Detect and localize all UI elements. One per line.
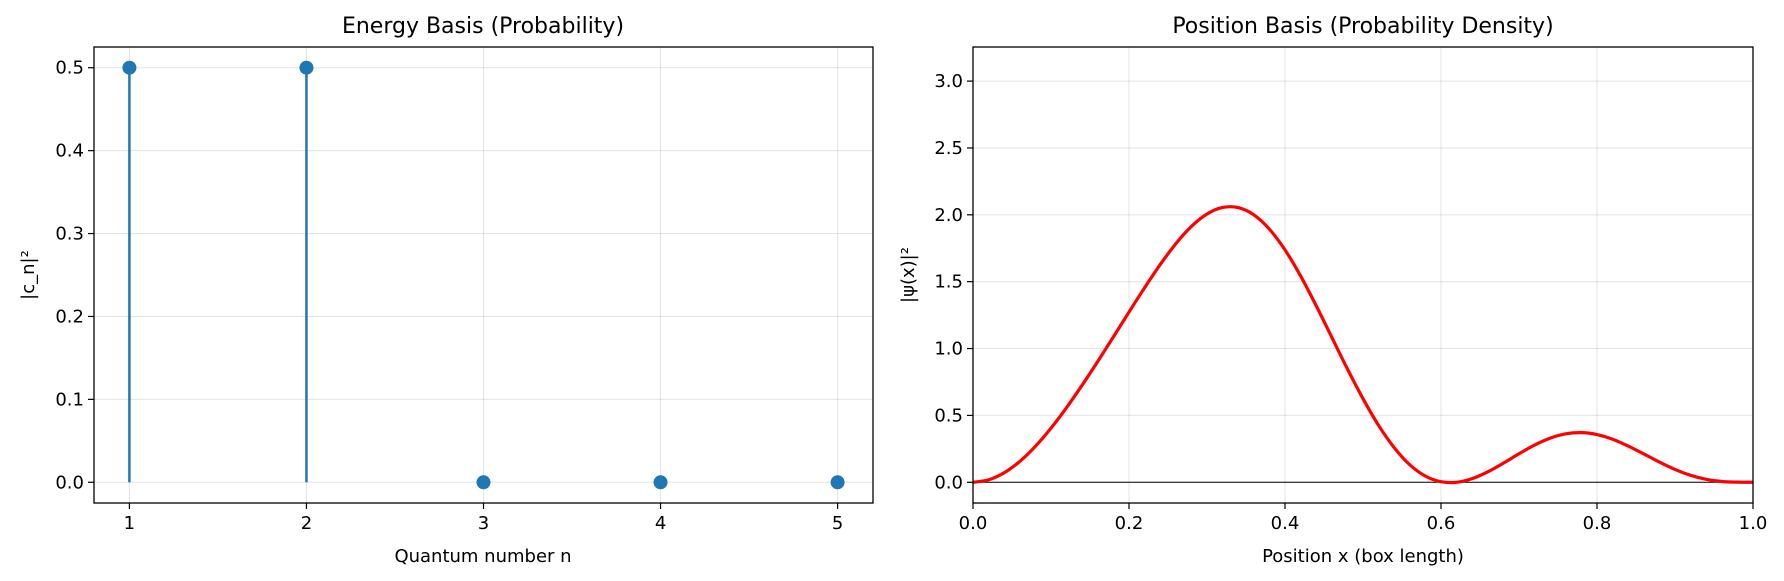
x-tick-label: 5 [832, 513, 843, 534]
y-tick-label: 0.0 [934, 472, 963, 493]
energy-grid [94, 47, 873, 503]
x-tick-label: 0.4 [1271, 513, 1300, 534]
position-ticks: 0.0 0.2 0.4 0.6 0.8 1.0 0.0 0.5 1.0 1.5 2.0 2.5 3.0 [934, 71, 1767, 534]
y-tick-label: 3.0 [934, 71, 963, 92]
x-tick-label: 0.8 [1583, 513, 1612, 534]
y-tick-label: 0.0 [55, 472, 84, 493]
y-tick-label: 0.5 [934, 405, 963, 426]
x-tick-label: 1.0 [1739, 513, 1768, 534]
energy-stem-marks [122, 60, 845, 490]
y-tick-label: 0.4 [55, 141, 84, 162]
y-tick-label: 0.1 [55, 389, 84, 410]
position-y-axis-label: |ψ(x)|² [898, 247, 919, 303]
energy-x-axis-label: Quantum number n [394, 546, 571, 567]
position-x-axis-label: Position x (box length) [1262, 546, 1464, 567]
energy-y-axis-label: |c_n|² [18, 250, 39, 300]
stem-marker-n2 [299, 60, 314, 75]
x-tick-label: 1 [124, 513, 135, 534]
x-tick-label: 0.2 [1115, 513, 1144, 534]
position-curve-marks [972, 205, 1754, 485]
y-tick-label: 0.3 [55, 224, 84, 245]
position-chart-title: Position Basis (Probability Density) [1172, 14, 1553, 39]
density-curve [972, 205, 1754, 485]
x-tick-label: 3 [478, 513, 489, 534]
y-tick-label: 1.5 [934, 272, 963, 293]
x-tick-label: 2 [301, 513, 312, 534]
stem-marker-n4 [653, 475, 668, 490]
energy-plot-frame [93, 46, 874, 504]
energy-chart-title: Energy Basis (Probability) [342, 14, 624, 39]
stem-marker-n1 [122, 60, 137, 75]
y-tick-label: 2.0 [934, 205, 963, 226]
position-plot-frame [972, 46, 1754, 504]
energy-basis-chart: Energy Basis (Probability) 1 2 3 4 5 0.0 0.1 0.… [18, 14, 874, 567]
energy-ticks: 1 2 3 4 5 0.0 0.1 0.2 0.3 0.4 0.5 [55, 58, 843, 534]
y-tick-label: 2.5 [934, 138, 963, 159]
y-tick-label: 1.0 [934, 339, 963, 360]
x-tick-label: 0.0 [959, 513, 988, 534]
stem-marker-n3 [476, 475, 491, 490]
y-tick-label: 0.5 [55, 58, 84, 79]
y-tick-label: 0.2 [55, 306, 84, 327]
x-tick-label: 0.6 [1427, 513, 1456, 534]
stem-marker-n5 [830, 475, 845, 490]
x-tick-label: 4 [655, 513, 666, 534]
position-basis-chart: Position Basis (Probability Density) 0.0… [898, 14, 1767, 567]
